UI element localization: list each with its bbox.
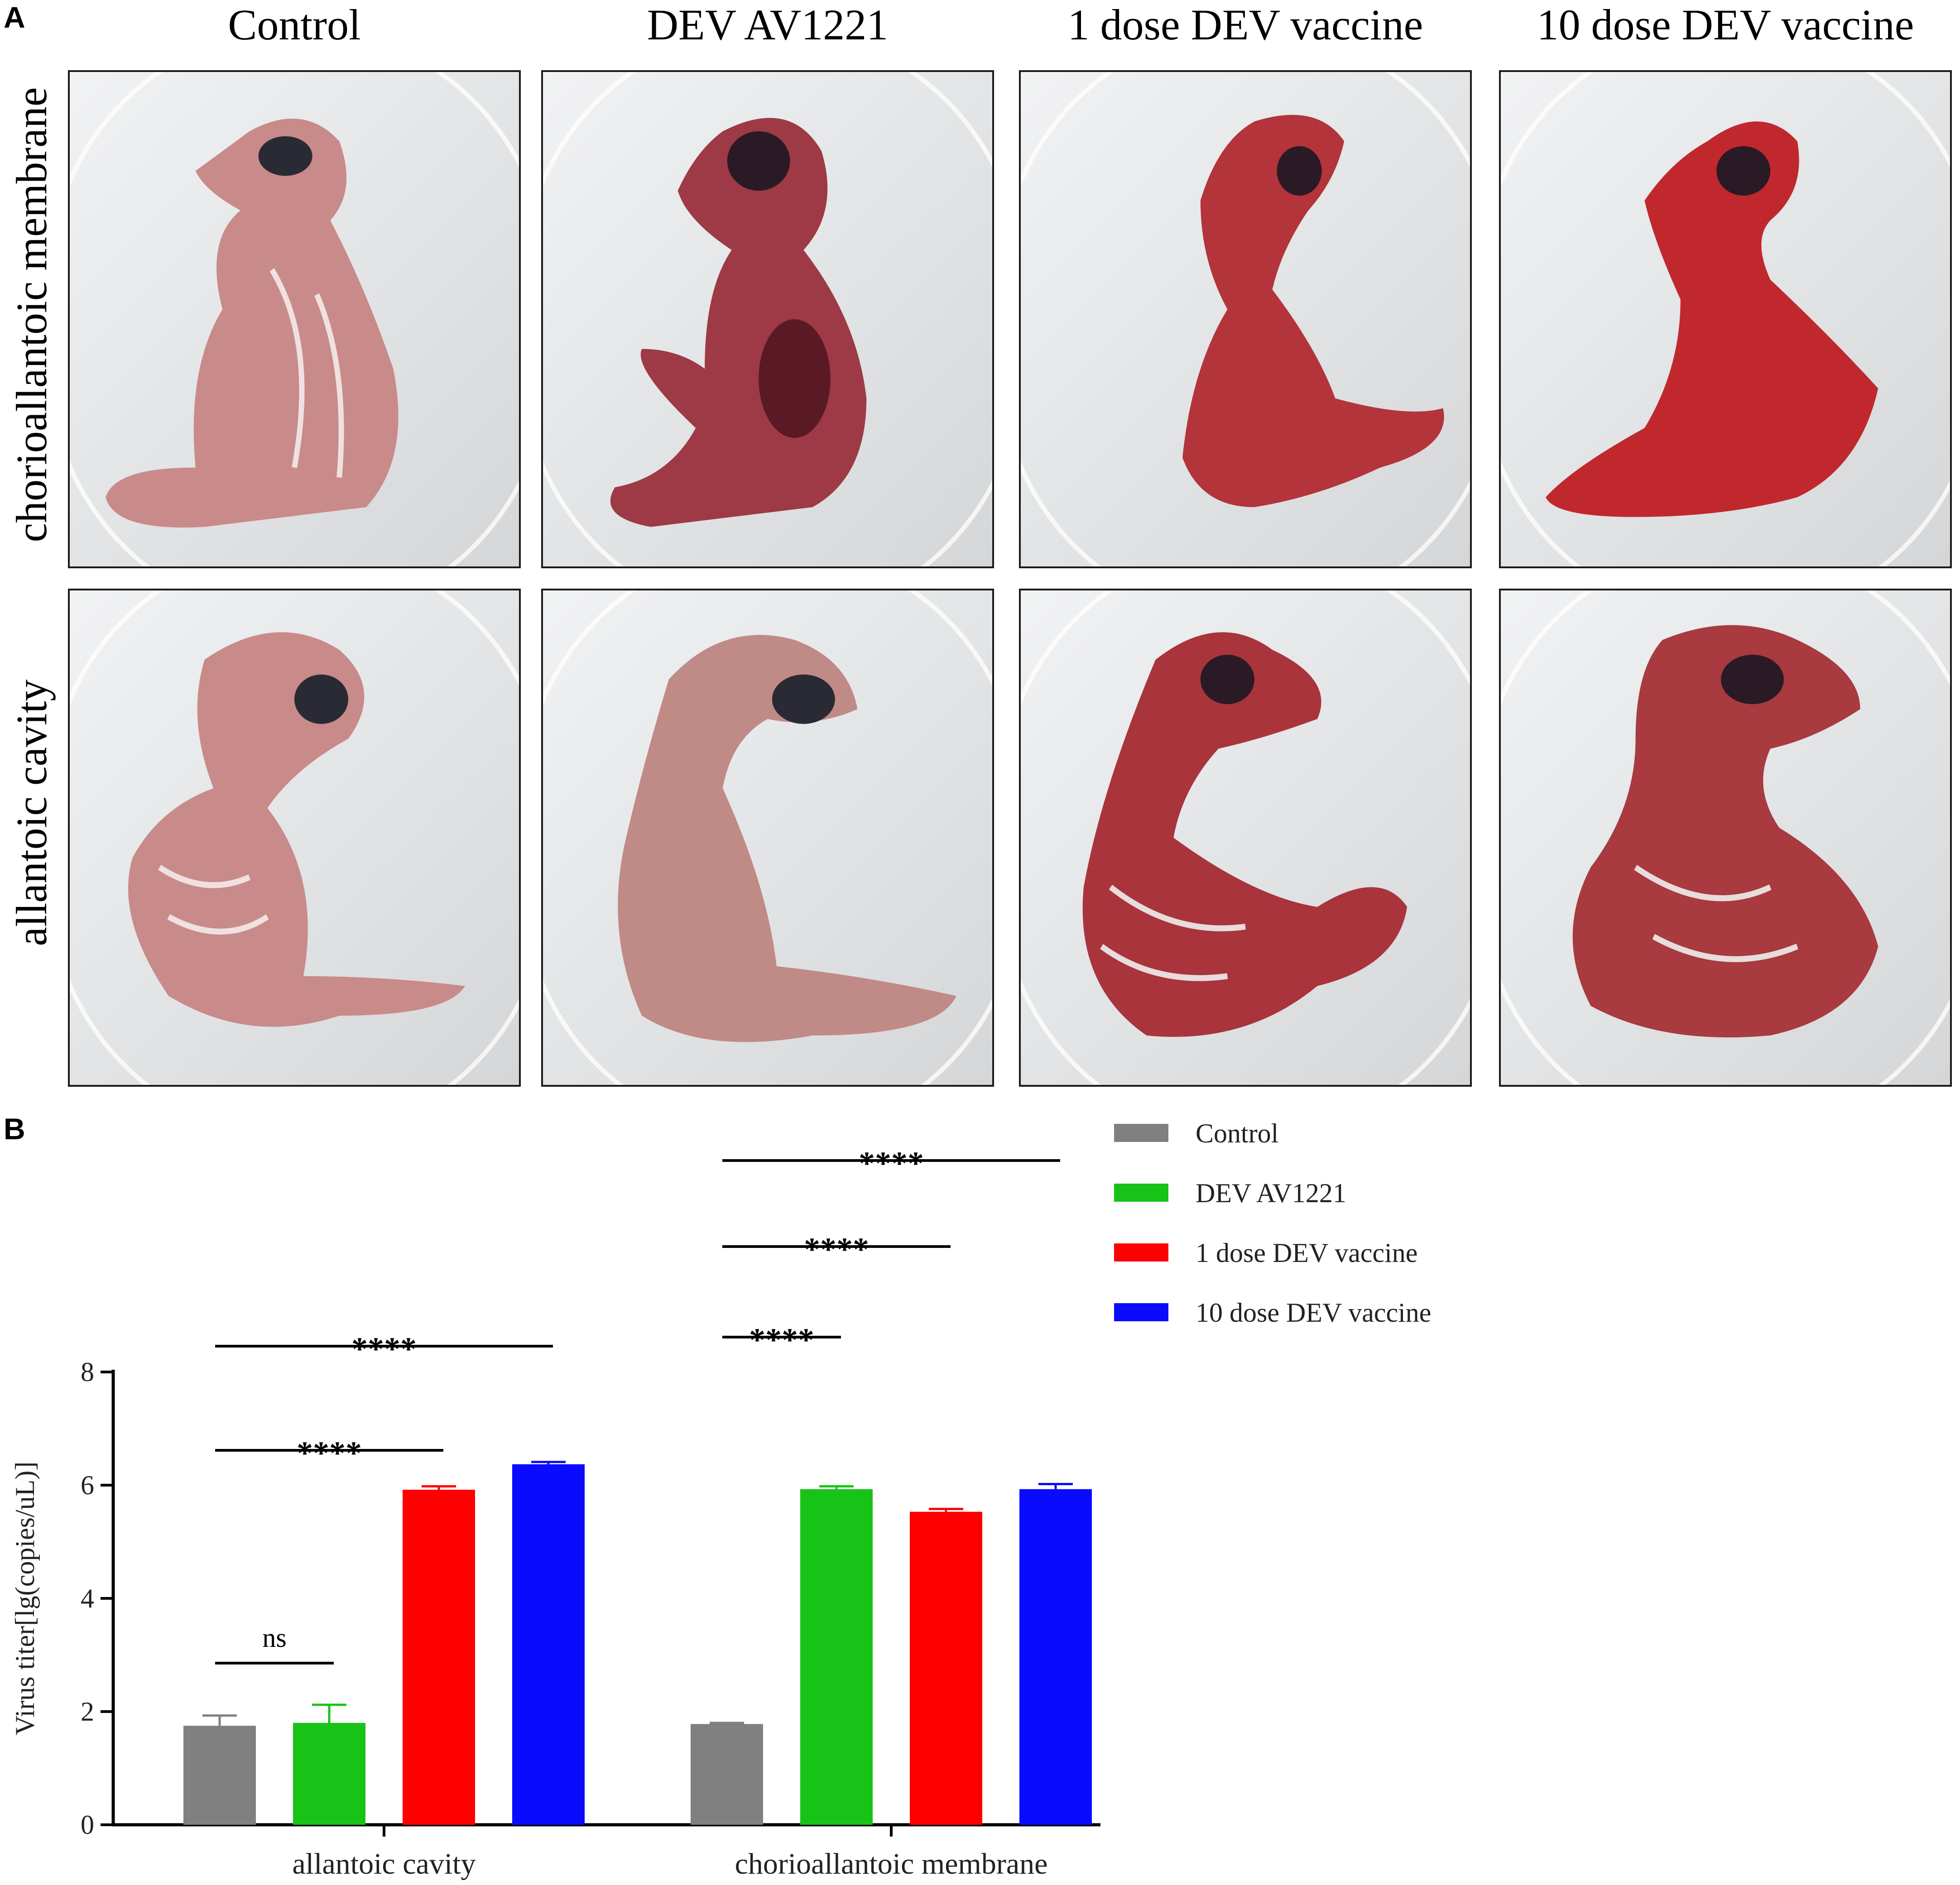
legend-label-10-dose: 10 dose DEV vaccine [1196,1298,1432,1328]
significance-label: ns [262,1623,286,1653]
row-header-chorioallantoic-membrane: chorioallantoic membrane [7,87,56,542]
bar [293,1723,365,1825]
legend-swatch-10-dose [1114,1303,1168,1321]
y-tick-label: 0 [81,1810,94,1840]
y-tick-label: 4 [81,1583,94,1613]
significance-label: **** [351,1331,417,1367]
embryo-photo-10dose-cam [1499,70,1952,568]
panel-a-letter: A [4,0,25,34]
bar [910,1511,982,1825]
significance-label: **** [749,1322,814,1358]
embryo-photo-1dose-ac [1019,589,1472,1087]
column-header-control: Control [228,0,361,49]
legend-swatch-control [1114,1124,1168,1142]
x-category-label: chorioallantoic membrane [735,1847,1048,1880]
column-header-dev-av1221: DEV AV1221 [647,0,889,49]
column-header-1-dose: 1 dose DEV vaccine [1067,0,1423,49]
bar [403,1490,475,1825]
legend-label-1-dose: 1 dose DEV vaccine [1196,1238,1418,1268]
bar [800,1489,873,1825]
y-tick-label: 2 [81,1697,94,1727]
x-category-label: allantoic cavity [293,1847,476,1880]
embryo-photo-control-ac [68,589,521,1087]
bar [512,1464,585,1825]
bar-chart: 0 2 4 6 8 Virus titer[lg(copies/uL)] allantoic… [10,1145,1100,1880]
panel-b-letter: B [4,1112,25,1146]
legend-swatch-dev-av1221 [1114,1184,1168,1202]
row-header-allantoic-cavity: allantoic cavity [7,679,56,946]
y-axis-label: Virus titer[lg(copies/uL)] [10,1462,40,1736]
legend-swatch-1-dose [1114,1243,1168,1261]
legend-label-control: Control [1196,1118,1279,1148]
significance-label: **** [859,1145,924,1181]
significance-label: **** [297,1435,362,1471]
y-tick-label: 6 [81,1470,94,1500]
embryo-photo-control-cam [68,70,521,568]
bar [1019,1489,1092,1825]
embryo-photo-dev-cam [541,70,994,568]
y-tick-label: 8 [81,1357,94,1387]
significance-label: **** [804,1231,869,1267]
embryo-photo-1dose-cam [1019,70,1472,568]
bar [183,1726,256,1825]
embryo-photo-dev-ac [541,589,994,1087]
bar [691,1724,763,1825]
column-header-10-dose: 10 dose DEV vaccine [1537,0,1914,49]
embryo-photo-10dose-ac [1499,589,1952,1087]
legend-label-dev-av1221: DEV AV1221 [1196,1178,1346,1208]
